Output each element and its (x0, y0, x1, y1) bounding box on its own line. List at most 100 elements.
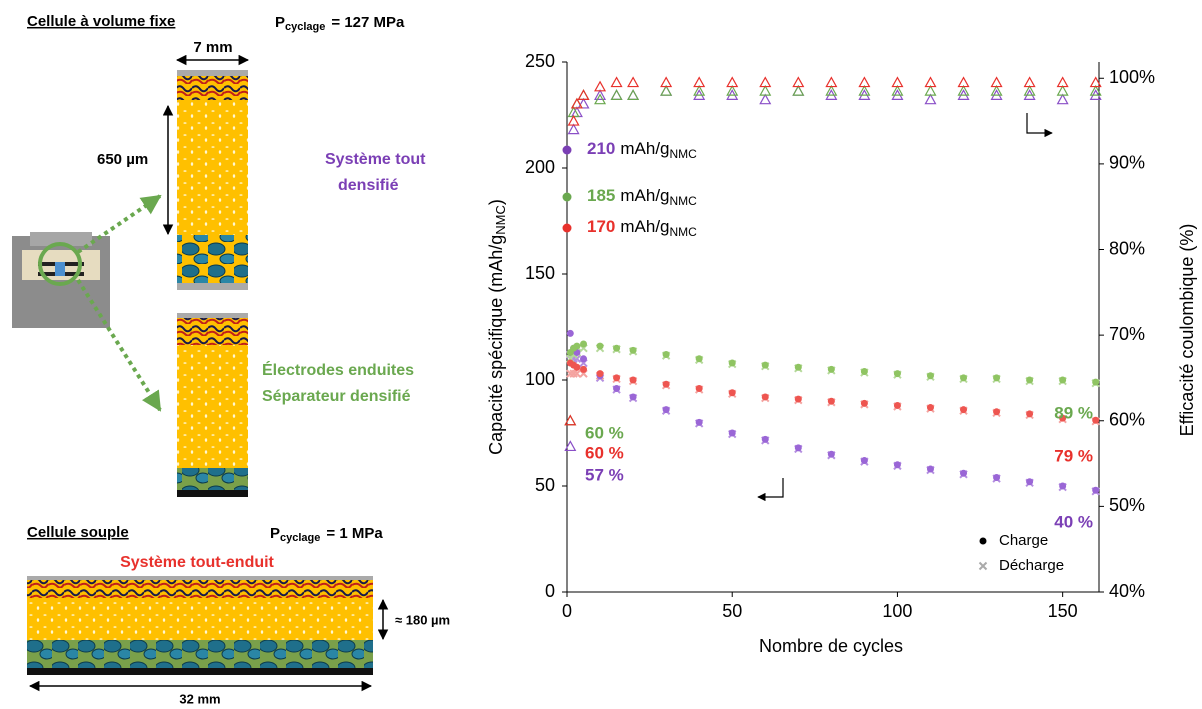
current-collector (177, 490, 248, 497)
current-collector (27, 576, 373, 580)
x-tick-label: 50 (722, 601, 742, 621)
point (596, 370, 604, 378)
legend-item: Charge (979, 532, 1048, 549)
point (893, 370, 901, 378)
point (979, 537, 987, 545)
point (891, 76, 904, 88)
separator-layer (177, 100, 248, 235)
point (1092, 378, 1100, 386)
point (596, 342, 604, 350)
x-tick-label: 100 (882, 601, 912, 621)
series (566, 343, 1100, 388)
series (566, 369, 1100, 426)
soft-cell-thickness: ≈ 180 µm (395, 612, 450, 627)
point (566, 329, 574, 337)
y-tick-label: 50 (535, 475, 555, 495)
point (627, 89, 640, 100)
retention-annotation: 60 % (585, 423, 624, 442)
point (924, 84, 937, 96)
capacity-annotation: 210 mAh/gNMC (587, 139, 697, 161)
point (792, 76, 805, 88)
current-collector (177, 70, 248, 76)
y2-tick-label: 70% (1109, 324, 1145, 344)
legend-label: Charge (999, 532, 1048, 549)
point (695, 355, 703, 363)
y-tick-label: 200 (525, 157, 555, 177)
point (993, 408, 1001, 416)
point (726, 84, 739, 96)
point (695, 384, 703, 392)
point (728, 429, 736, 437)
point (580, 340, 588, 348)
point (1056, 93, 1069, 105)
point (759, 84, 772, 96)
point (792, 84, 805, 96)
fixed-cell-pressure: Pcyclage = 127 MPa (275, 14, 405, 33)
point (567, 114, 580, 126)
cathode-layer (177, 76, 248, 100)
zoom-arrow (76, 278, 162, 412)
point (1059, 376, 1067, 384)
y-tick-label: 150 (525, 263, 555, 283)
diagram: Cellule à volume fixe Pcyclage = 127 MPa … (12, 13, 450, 706)
y-axis-title: Capacité spécifique (mAh/gNMC) (486, 199, 509, 455)
cathode-layer (27, 580, 373, 598)
series (564, 84, 1102, 426)
y2-tick-label: 50% (1109, 495, 1145, 515)
y2-axis-title: Efficacité coulombique (%) (1177, 224, 1197, 437)
point (1092, 416, 1100, 424)
fixed-cell-thickness: 650 µm (97, 151, 148, 168)
fixed-cell-width: 7 mm (193, 39, 232, 56)
point (926, 465, 934, 473)
point (993, 374, 1001, 382)
point-shape (572, 369, 582, 378)
point (1023, 76, 1036, 88)
annotation-dot (562, 223, 572, 233)
point (1089, 76, 1102, 88)
capacity-annotation: 170 mAh/gNMC (587, 217, 697, 239)
system-label: Séparateur densifié (262, 388, 411, 405)
current-collector (177, 283, 248, 290)
retention-annotation: 40 % (1054, 512, 1093, 531)
point (926, 404, 934, 412)
current-collector (27, 668, 373, 675)
point (1059, 414, 1067, 422)
y2-tick-label: 40% (1109, 581, 1145, 601)
point (610, 89, 623, 100)
point (860, 457, 868, 465)
point (564, 414, 577, 426)
point (726, 76, 739, 88)
point (572, 369, 582, 378)
point (794, 363, 802, 371)
point (577, 97, 590, 109)
system-label: densifié (338, 177, 399, 194)
point (1056, 76, 1069, 88)
x-axis-title: Nombre de cycles (759, 636, 903, 656)
point (858, 76, 871, 88)
point (990, 84, 1003, 96)
anode-layer (177, 468, 248, 490)
point (827, 365, 835, 373)
system-label: Système tout (325, 151, 426, 168)
legend-label: Décharge (999, 557, 1064, 574)
cell-icon (12, 232, 110, 328)
anode-layer (177, 235, 248, 283)
point (893, 401, 901, 409)
y2-tick-label: 100% (1109, 67, 1155, 87)
point (761, 393, 769, 401)
axis-pointer (757, 478, 784, 502)
x-tick-label: 150 (1048, 601, 1078, 621)
point (926, 372, 934, 380)
point (629, 393, 637, 401)
capacity-annotation: 185 mAh/gNMC (587, 186, 697, 208)
point (960, 374, 968, 382)
point (610, 89, 623, 100)
point (960, 406, 968, 414)
point (1026, 478, 1034, 486)
axis-pointer (1026, 113, 1053, 138)
point (613, 374, 621, 382)
point (1026, 410, 1034, 418)
fixed-cell-title: Cellule à volume fixe (27, 13, 175, 30)
system-label: Électrodes enduites (262, 360, 414, 379)
point (573, 342, 581, 350)
